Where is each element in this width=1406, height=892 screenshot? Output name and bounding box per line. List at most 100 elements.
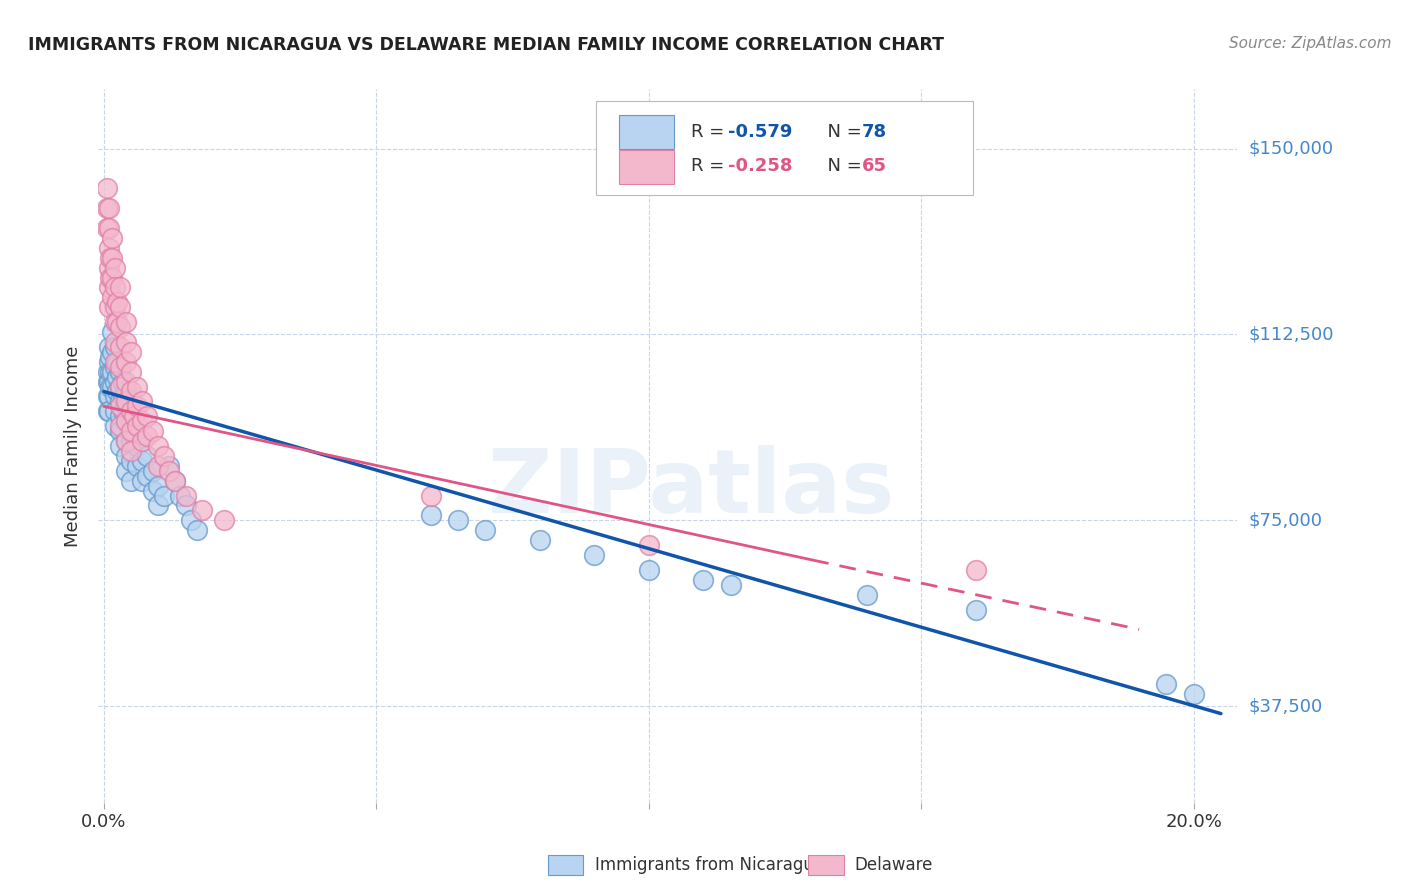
Point [96, 181, 118, 195]
Point [186, 523, 208, 537]
Point [965, 602, 987, 616]
Point [474, 523, 496, 537]
Point [110, 424, 132, 438]
Point [142, 424, 165, 438]
Point [125, 458, 148, 473]
Point [122, 409, 145, 424]
Point [1156, 677, 1178, 691]
Point [136, 429, 159, 443]
Point [110, 320, 132, 334]
Point [110, 400, 132, 414]
Point [98, 340, 121, 354]
Text: $75,000: $75,000 [1249, 511, 1323, 529]
Point [529, 533, 551, 548]
Point [163, 474, 186, 488]
Point [104, 389, 127, 403]
Text: ZIPatlas: ZIPatlas [488, 445, 894, 533]
Point [114, 375, 136, 389]
Point [110, 365, 132, 379]
Point [101, 325, 124, 339]
Text: R =: R = [690, 123, 730, 141]
Point [101, 231, 124, 245]
Point [131, 414, 153, 428]
Point [212, 513, 235, 527]
Text: $112,500: $112,500 [1249, 326, 1334, 343]
Point [114, 434, 136, 448]
Point [96, 201, 118, 215]
Point [114, 334, 136, 349]
Point [98, 375, 121, 389]
Point [142, 464, 165, 478]
Point [692, 573, 714, 587]
Point [131, 474, 153, 488]
Point [120, 424, 142, 438]
Point [110, 419, 132, 434]
Point [107, 315, 129, 329]
Point [110, 280, 132, 294]
Point [104, 359, 127, 374]
Point [855, 588, 877, 602]
Point [148, 478, 170, 492]
Point [100, 251, 122, 265]
Point [131, 434, 153, 448]
Text: $37,500: $37,500 [1249, 698, 1323, 715]
FancyBboxPatch shape [619, 115, 673, 150]
Point [120, 394, 142, 409]
Point [107, 369, 129, 384]
Point [101, 379, 124, 393]
Point [142, 483, 165, 498]
Point [114, 464, 136, 478]
Point [104, 260, 127, 275]
Point [114, 414, 136, 428]
Point [148, 458, 170, 473]
Point [180, 513, 202, 527]
Point [131, 394, 153, 409]
Point [131, 454, 153, 468]
Point [98, 404, 121, 418]
Point [98, 241, 121, 255]
Point [104, 375, 127, 389]
Point [110, 394, 132, 409]
Point [111, 389, 134, 403]
Point [419, 508, 441, 523]
Point [114, 434, 136, 448]
Point [98, 201, 121, 215]
Point [107, 295, 129, 310]
Point [120, 414, 142, 428]
Point [136, 449, 159, 463]
Point [720, 578, 742, 592]
Y-axis label: Median Family Income: Median Family Income [65, 345, 83, 547]
Point [114, 449, 136, 463]
FancyBboxPatch shape [619, 150, 673, 184]
Point [169, 489, 191, 503]
Text: -0.258: -0.258 [728, 157, 793, 175]
Text: IMMIGRANTS FROM NICARAGUA VS DELAWARE MEDIAN FAMILY INCOME CORRELATION CHART: IMMIGRANTS FROM NICARAGUA VS DELAWARE ME… [28, 36, 943, 54]
Point [101, 270, 124, 285]
Point [114, 414, 136, 428]
Point [104, 419, 127, 434]
Point [157, 458, 180, 473]
Point [174, 499, 197, 513]
Point [125, 419, 148, 434]
Point [110, 379, 132, 393]
FancyBboxPatch shape [596, 102, 973, 194]
Point [419, 489, 441, 503]
Point [125, 379, 148, 393]
Point [104, 280, 127, 294]
Point [101, 251, 124, 265]
Point [97, 404, 120, 418]
Point [98, 355, 121, 369]
Point [104, 300, 127, 314]
Point [114, 394, 136, 409]
Point [120, 474, 142, 488]
Point [98, 300, 121, 314]
Point [107, 384, 129, 399]
Point [191, 503, 214, 517]
Point [153, 489, 176, 503]
Point [104, 340, 127, 354]
Text: N =: N = [815, 123, 868, 141]
Point [110, 379, 132, 393]
Point [110, 439, 132, 453]
Point [131, 434, 153, 448]
Point [136, 409, 159, 424]
